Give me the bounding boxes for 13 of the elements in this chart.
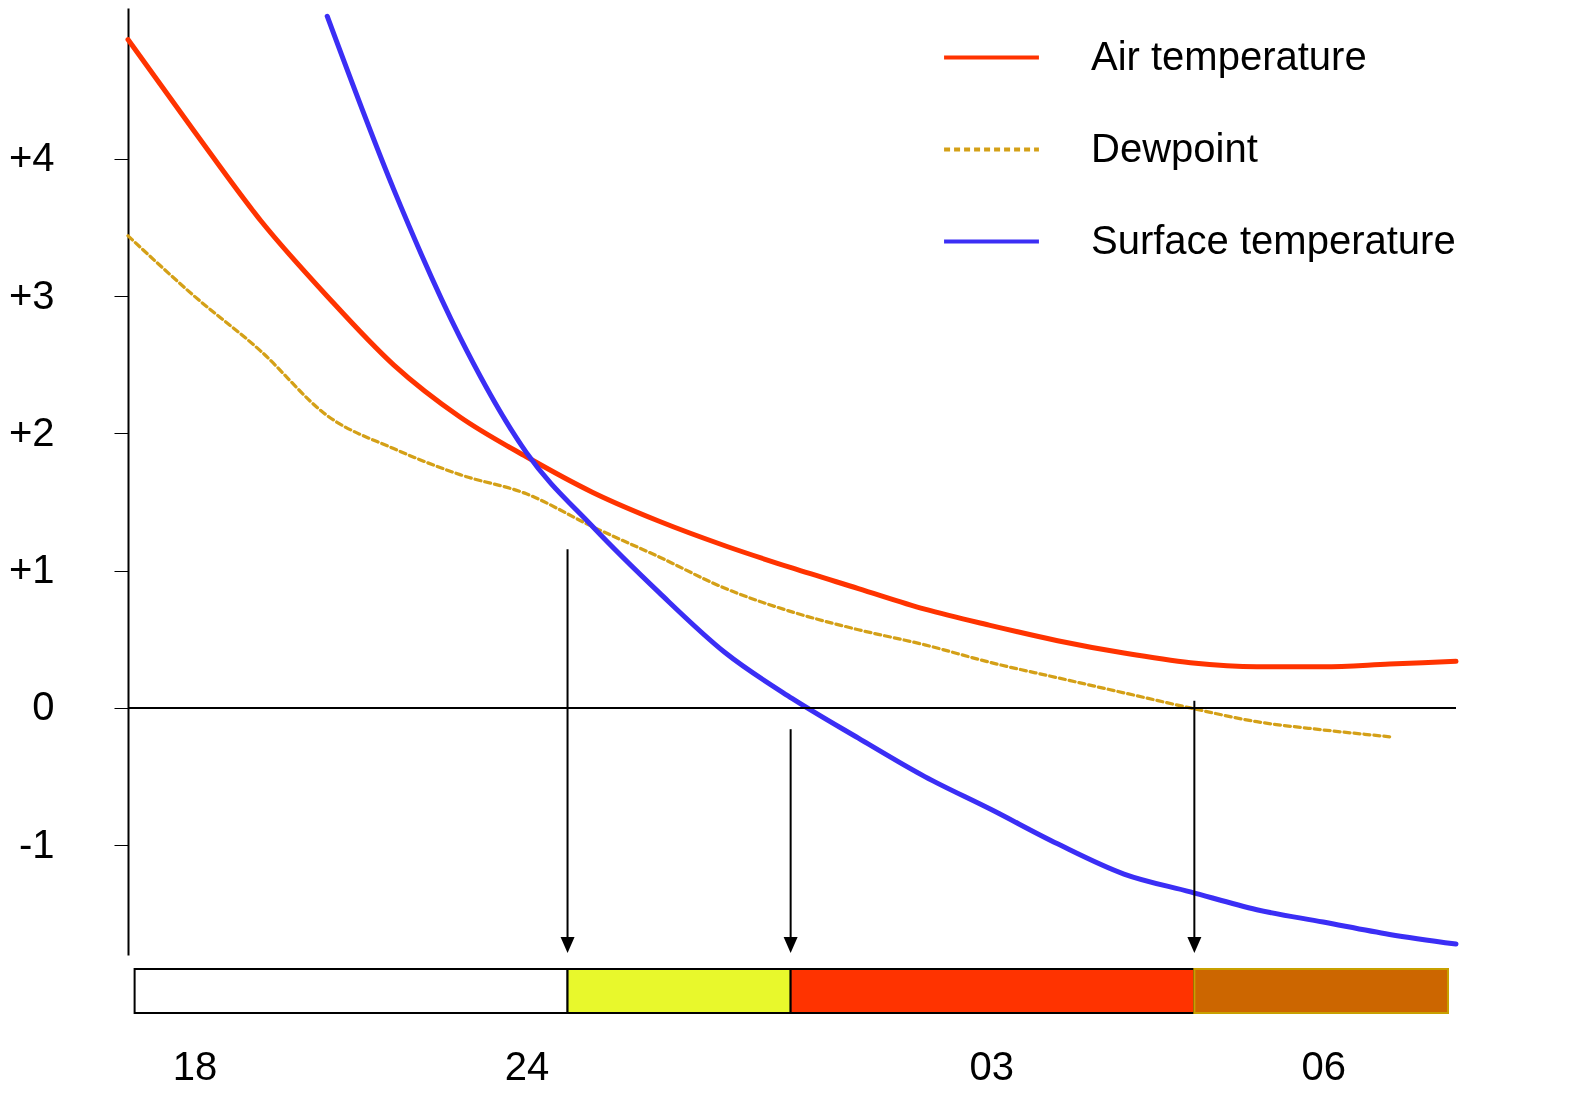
legend-label: Surface temperature xyxy=(1091,217,1456,262)
legend-label: Dewpoint xyxy=(1091,125,1258,170)
x-tick-label: 03 xyxy=(969,1043,1014,1088)
y-tick-label: 0 xyxy=(32,684,55,729)
x-tick-label: 24 xyxy=(504,1043,550,1088)
y-tick-label: +1 xyxy=(8,547,55,592)
y-tick-label: -1 xyxy=(18,821,55,866)
x-tick-label: 18 xyxy=(172,1043,218,1088)
legend-label: Air temperature xyxy=(1091,33,1367,78)
y-tick-label: +4 xyxy=(8,135,55,180)
x-tick-label: 06 xyxy=(1301,1043,1346,1088)
y-tick-label: +2 xyxy=(8,409,55,454)
y-tick-label: +3 xyxy=(8,272,55,317)
